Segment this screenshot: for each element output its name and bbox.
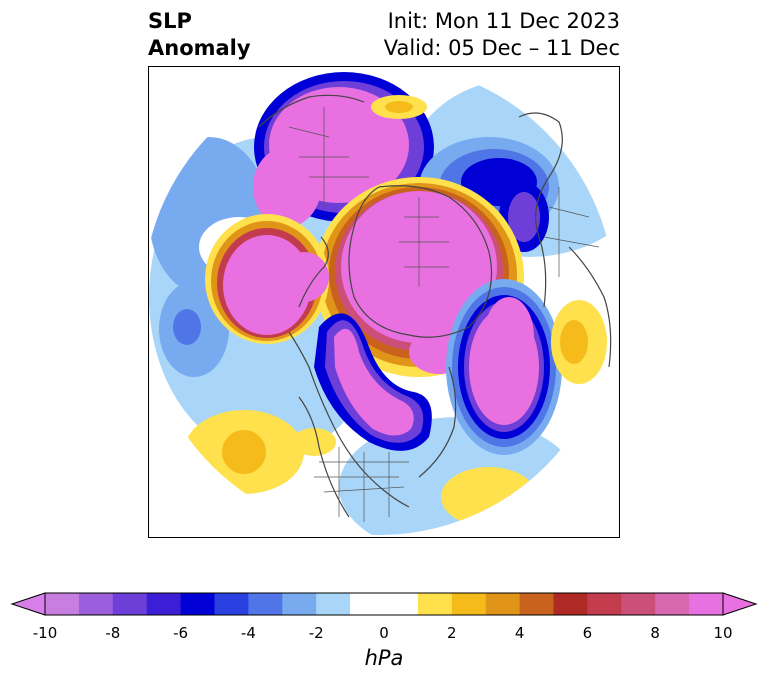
colorbar-unit-label: hPa (364, 646, 404, 670)
coastlines (258, 94, 612, 518)
colorbar-bin (350, 593, 385, 615)
colorbar-bin (553, 593, 588, 615)
colorbar-bin (45, 593, 80, 615)
title-left: SLP Anomaly (148, 8, 251, 62)
colorbar-bin (417, 593, 453, 615)
colorbar-tick-label: 0 (379, 624, 389, 642)
title-line-2: Anomaly (148, 36, 251, 60)
anomaly-field (149, 72, 615, 535)
colorbar-bin (180, 593, 215, 615)
colorbar-bin (655, 593, 690, 615)
colorbar-tick-label: -6 (173, 624, 189, 642)
colorbar-bin (78, 593, 114, 615)
colorbar-bin (451, 593, 487, 615)
borders (288, 107, 600, 522)
colorbar-bin (519, 593, 554, 615)
map-panel (148, 66, 620, 538)
colorbar-outline (44, 592, 724, 616)
valid-range: Valid: 05 Dec – 11 Dec (383, 36, 620, 60)
colorbar-tick-label: -2 (308, 624, 324, 642)
colorbar-tick-label: 8 (650, 624, 660, 642)
colorbar-bin (621, 593, 656, 615)
colorbar-bin (689, 593, 724, 615)
colorbar-bin (112, 593, 148, 615)
title-right: Init: Mon 11 Dec 2023 Valid: 05 Dec – 11… (384, 8, 620, 62)
colorbar-bin (248, 593, 283, 615)
slp-anomaly-map (149, 72, 615, 535)
colorbar (10, 592, 758, 616)
colorbar-tick-label: 6 (582, 624, 593, 642)
colorbar-bin (384, 593, 419, 615)
colorbar-tick-label: -4 (240, 624, 256, 642)
colorbar-tick-label: -10 (32, 624, 58, 642)
colorbar-bin (587, 593, 622, 615)
colorbar-tick-label: -8 (105, 624, 121, 642)
colorbar-bin (282, 593, 317, 615)
colorbar-tick-label: 10 (713, 624, 733, 642)
init-date: Init: Mon 11 Dec 2023 (387, 9, 620, 33)
colorbar-bins (45, 593, 724, 615)
colorbar-tick-label: 4 (514, 624, 525, 642)
colorbar-bin (485, 593, 521, 615)
colorbar-under-arrow (10, 592, 46, 616)
colorbar-over-arrow (722, 592, 758, 616)
title-line-1: SLP (148, 9, 192, 33)
colorbar-bin (146, 593, 182, 615)
colorbar-bin (214, 593, 249, 615)
colorbar-bin (316, 593, 351, 615)
colorbar-tick-label: 2 (447, 624, 457, 642)
